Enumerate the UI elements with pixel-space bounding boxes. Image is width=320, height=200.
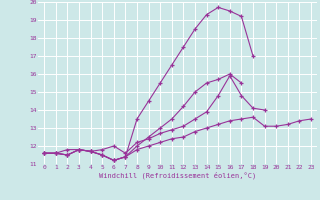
X-axis label: Windchill (Refroidissement éolien,°C): Windchill (Refroidissement éolien,°C) xyxy=(99,172,256,179)
